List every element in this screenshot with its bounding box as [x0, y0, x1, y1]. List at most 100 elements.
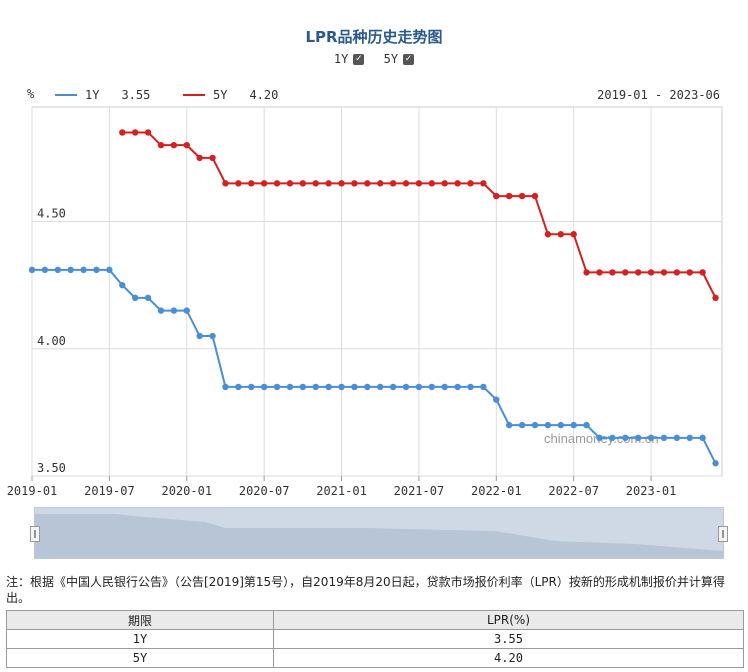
data-point-1y — [647, 434, 655, 442]
data-point-1y — [286, 383, 294, 391]
data-point-5y — [493, 192, 500, 200]
legend-1y-swatch — [55, 94, 77, 96]
table-header-row: 期限 LPR(%) — [6, 610, 744, 630]
legend-5y[interactable]: 5Y 4.20 — [183, 88, 278, 102]
toggle-5y[interactable]: 5Y ✓ — [383, 52, 415, 66]
legend-5y-swatch — [183, 94, 205, 96]
x-tick-label: 2023-01 — [626, 484, 677, 498]
navigator-area — [35, 514, 723, 558]
data-point-1y — [609, 434, 616, 442]
data-point-5y — [131, 129, 139, 136]
toggle-1y-label: 1Y — [333, 52, 349, 66]
data-point-5y — [467, 180, 474, 187]
data-point-5y — [454, 180, 461, 187]
data-point-1y — [441, 383, 448, 391]
x-tick-label: 2019-07 — [84, 484, 135, 498]
data-point-5y — [338, 180, 345, 187]
data-point-1y — [209, 332, 216, 340]
data-point-1y — [248, 383, 255, 391]
range-navigator[interactable]: ‖ ‖ — [30, 507, 728, 559]
data-point-1y — [673, 434, 681, 442]
data-point-1y — [196, 332, 203, 340]
data-point-5y — [299, 180, 307, 187]
data-point-1y — [660, 434, 668, 442]
data-point-5y — [531, 192, 539, 200]
data-point-1y — [41, 266, 49, 274]
toggle-5y-label: 5Y — [383, 52, 399, 66]
table-cell-rate: 4.20 — [273, 648, 744, 668]
data-point-5y — [248, 180, 255, 187]
data-point-5y — [505, 192, 513, 200]
x-tick-label: 2021-01 — [316, 484, 367, 498]
data-point-5y — [351, 180, 358, 187]
data-point-5y — [183, 141, 190, 149]
data-point-1y — [222, 383, 229, 391]
data-point-1y — [338, 383, 345, 391]
data-point-1y — [699, 434, 706, 442]
x-tick-label: 2022-07 — [548, 484, 599, 498]
data-point-1y — [583, 421, 590, 429]
data-point-5y — [544, 231, 552, 238]
x-tick-label: 2020-07 — [239, 484, 290, 498]
legend-1y[interactable]: 1Y 3.55 — [55, 88, 150, 102]
toggle-1y[interactable]: 1Y ✓ — [333, 52, 365, 66]
lpr-table: 期限 LPR(%) 1Y 3.55 5Y 4.20 — [6, 610, 744, 668]
data-point-5y — [557, 231, 564, 238]
legend-1y-name: 1Y — [85, 88, 100, 102]
data-point-1y — [415, 383, 423, 391]
data-point-1y — [273, 383, 281, 391]
data-point-5y — [634, 269, 642, 276]
data-point-5y — [119, 129, 126, 136]
data-point-1y — [170, 307, 178, 314]
x-tick-label: 2022-01 — [471, 484, 522, 498]
data-point-1y — [144, 294, 152, 302]
navigator-left-handle[interactable]: ‖ — [30, 526, 40, 542]
data-point-1y — [351, 383, 358, 391]
data-point-5y — [196, 154, 203, 162]
data-point-1y — [131, 294, 139, 302]
data-point-1y — [518, 421, 526, 429]
data-point-1y — [570, 421, 577, 429]
date-range: 2019-01 - 2023-06 — [597, 88, 720, 102]
data-point-1y — [106, 266, 113, 274]
data-point-5y — [157, 141, 165, 149]
data-point-5y — [325, 180, 332, 187]
navigator-preview — [35, 514, 723, 558]
table-cell-term: 1Y — [6, 629, 274, 649]
legend-5y-value: 4.20 — [249, 88, 279, 102]
data-point-1y — [67, 266, 74, 274]
data-point-5y — [647, 269, 655, 276]
data-point-5y — [273, 180, 281, 187]
y-tick-label: 4.50 — [37, 207, 66, 221]
data-point-1y — [389, 383, 397, 391]
data-point-5y — [660, 269, 668, 276]
data-point-5y — [286, 180, 294, 187]
x-tick-label: 2020-01 — [161, 484, 212, 498]
x-tick-label: 2021-07 — [394, 484, 445, 498]
data-point-5y — [415, 180, 423, 187]
chart-title: LPR品种历史走势图 — [305, 28, 443, 46]
data-point-1y — [402, 383, 410, 391]
data-point-1y — [493, 396, 500, 403]
data-point-5y — [518, 192, 526, 200]
data-point-1y — [686, 434, 693, 442]
navigator-right-handle[interactable]: ‖ — [718, 526, 728, 542]
checkbox-checked-icon[interactable]: ✓ — [353, 53, 365, 65]
data-point-1y — [428, 383, 436, 391]
data-point-5y — [570, 231, 577, 238]
data-point-1y — [312, 383, 319, 391]
data-point-1y — [364, 383, 371, 391]
data-point-5y — [712, 294, 719, 302]
data-point-1y — [596, 434, 603, 442]
data-point-1y — [480, 383, 487, 391]
checkbox-checked-icon[interactable]: ✓ — [403, 53, 415, 65]
data-point-5y — [377, 180, 384, 187]
data-point-1y — [505, 421, 513, 429]
data-point-1y — [454, 383, 461, 391]
data-point-1y — [634, 434, 642, 442]
data-point-5y — [596, 269, 603, 276]
table-header-lpr: LPR(%) — [273, 610, 744, 630]
data-point-5y — [222, 180, 229, 187]
data-point-1y — [712, 460, 719, 467]
data-point-5y — [312, 180, 319, 187]
